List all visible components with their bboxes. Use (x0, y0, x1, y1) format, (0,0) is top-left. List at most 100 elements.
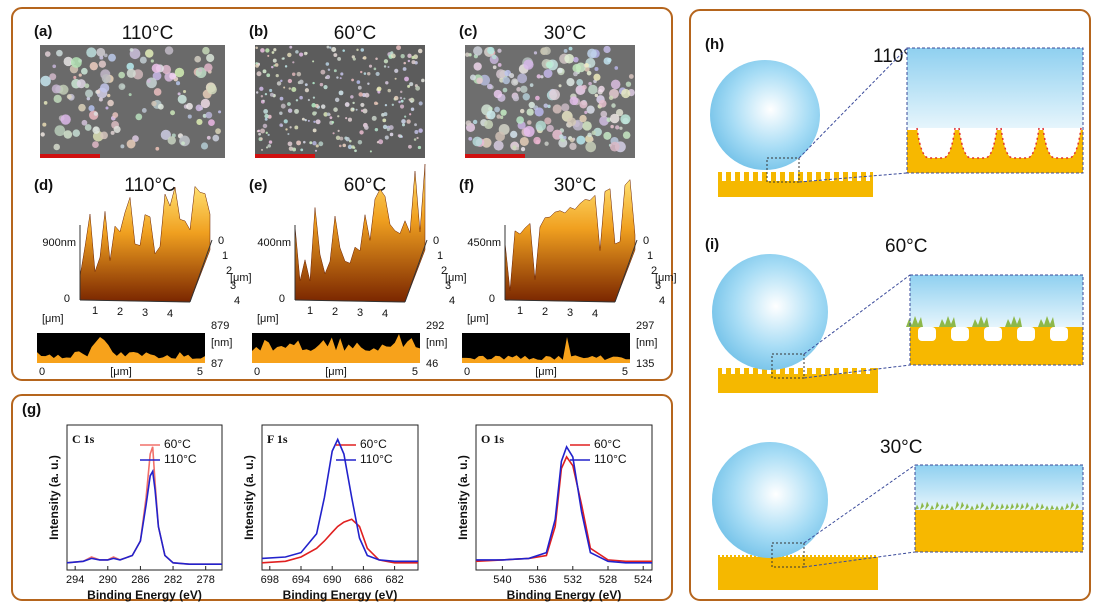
sem-grain (623, 131, 631, 139)
sem-grain (527, 108, 534, 115)
sem-grain (533, 137, 540, 144)
sem-grain (418, 128, 422, 132)
sem-grain (610, 125, 613, 128)
sem-grain (390, 133, 394, 137)
legend-label: 110°C (164, 452, 197, 466)
sem-grain (337, 115, 339, 117)
profile-unit: [nm] (211, 337, 232, 349)
sem-grain (512, 145, 516, 149)
sem-grain (108, 54, 116, 62)
spectrum-line (476, 457, 652, 561)
substrate-gap (731, 172, 735, 181)
sem-grain (331, 47, 336, 52)
sem-grain (559, 134, 563, 138)
substrate-bump (862, 555, 864, 557)
sem-grain (336, 76, 338, 78)
sem-grain (170, 110, 175, 115)
sem-grain (474, 62, 482, 70)
sem-grain (287, 53, 291, 57)
spectrum-line (262, 440, 418, 562)
sem-grain (135, 114, 142, 121)
sem-grain (402, 123, 405, 126)
sem-grain (151, 59, 154, 62)
sem-grain (520, 137, 529, 146)
sem-grain (360, 71, 362, 73)
substrate-bump (834, 555, 836, 557)
sem-grain (119, 83, 126, 90)
x-tick-label: 1 (517, 305, 523, 317)
sem-grain (99, 98, 103, 102)
sem-grain (351, 79, 354, 82)
panel-label: (b) (249, 23, 268, 40)
sem-grain (321, 104, 325, 108)
sem-grain (358, 140, 362, 144)
sem-grain (297, 72, 302, 77)
sem-grain (398, 134, 401, 137)
sem-grain (626, 81, 631, 86)
legend-label: 60°C (594, 437, 621, 451)
sem-grain (356, 109, 358, 111)
sem-grain (557, 68, 563, 74)
sem-grain (289, 87, 291, 89)
sem-grain (418, 146, 421, 149)
substrate-bump (810, 555, 812, 557)
sem-grain (511, 78, 518, 85)
sem-grain (312, 60, 314, 62)
sem-grain (350, 95, 353, 98)
zoom-gap (984, 327, 1002, 341)
axis-unit: [μm] (42, 313, 64, 325)
sem-grain (492, 55, 497, 60)
sem-grain (494, 141, 504, 151)
sem-grain (78, 104, 86, 112)
substrate-gap (740, 172, 744, 181)
sem-grain (176, 81, 180, 85)
sem-grain (320, 83, 323, 86)
sem-grain (334, 69, 337, 72)
sem-grain (312, 141, 316, 145)
substrate-gap (722, 368, 726, 374)
sem-grain (537, 74, 541, 78)
sem-grain (271, 66, 273, 68)
sem-grain (615, 125, 619, 129)
profile-min: 87 (211, 358, 223, 370)
sem-grain (265, 48, 269, 52)
sem-grain (339, 145, 342, 148)
sem-grain (175, 68, 184, 77)
sem-grain (611, 103, 616, 108)
sem-grain (523, 93, 530, 100)
substrate-gap (812, 368, 816, 374)
panel-label: (c) (459, 23, 477, 40)
sem-grain (408, 145, 412, 149)
substrate-bump (718, 555, 720, 557)
sem-grain (621, 89, 630, 98)
sem-grain (340, 77, 342, 79)
sem-grain (576, 136, 585, 145)
profile-x-end: 5 (412, 366, 418, 378)
temperature: 30°C (554, 175, 596, 196)
sem-grain (332, 121, 335, 124)
x-tick-label: 686 (354, 574, 372, 586)
sem-grain (520, 86, 527, 93)
sem-grain (207, 85, 217, 95)
x-axis-label: Binding Energy (eV) (87, 588, 202, 602)
sem-grain (536, 121, 546, 131)
y-tick-label: 1 (437, 250, 443, 262)
sem-grain (272, 51, 275, 54)
substrate-bump (854, 555, 856, 557)
sem-grain (258, 130, 260, 132)
sem-grain (567, 117, 576, 126)
sem-grain (269, 89, 272, 92)
x-tick-label: 3 (567, 307, 573, 319)
sem-grain (152, 64, 161, 73)
sem-grain (361, 48, 364, 51)
sem-grain (594, 67, 598, 71)
substrate-gap (731, 368, 735, 374)
plot-frame (67, 425, 222, 570)
sem-grain (261, 149, 263, 151)
substrate-gap (722, 172, 726, 181)
sem-grain (573, 57, 578, 62)
sem-grain (358, 86, 362, 90)
x-tick-label: 286 (131, 574, 149, 586)
sem-grain (112, 112, 118, 118)
sem-grain (313, 121, 315, 123)
